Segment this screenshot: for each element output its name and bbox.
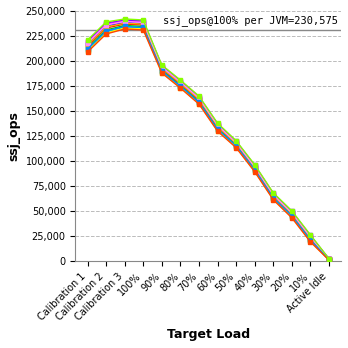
X-axis label: Target Load: Target Load (167, 328, 250, 341)
Y-axis label: ssj_ops: ssj_ops (7, 111, 20, 161)
Text: ssj_ops@100% per JVM=230,575: ssj_ops@100% per JVM=230,575 (164, 16, 338, 26)
